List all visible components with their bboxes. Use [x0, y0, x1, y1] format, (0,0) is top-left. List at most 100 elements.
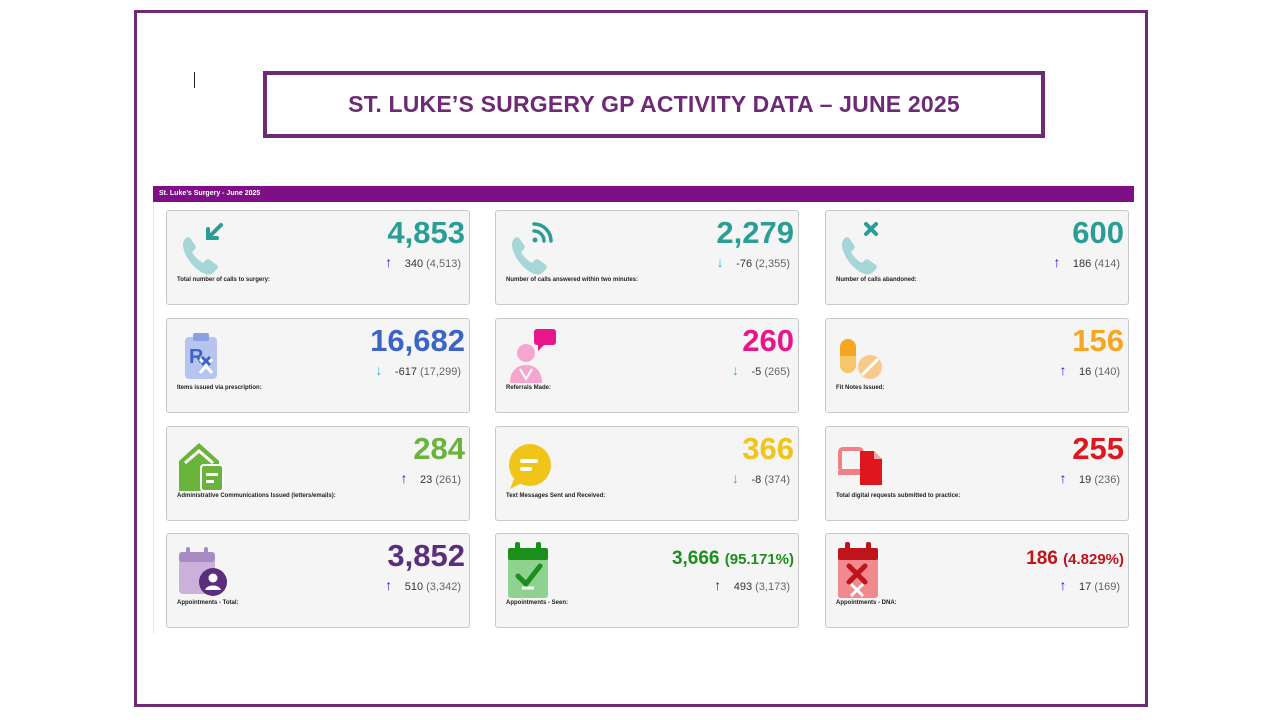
kpi-change-value: 340	[404, 258, 424, 270]
slide-title: ST. LUKE’S SURGERY GP ACTIVITY DATA – JU…	[348, 91, 960, 117]
kpi-value-number: 366	[742, 431, 794, 466]
kpi-value-number: 3,666	[671, 548, 720, 569]
kpi-label: Administrative Communications Issued (le…	[177, 493, 336, 499]
kpi-change: ↑ 16 (140)	[1056, 362, 1120, 378]
kpi-change: ↑ 23 (261)	[397, 470, 461, 486]
kpi-card: 3,852 ↑ 510 (3,342) Appointments - Total…	[166, 533, 470, 628]
kpi-previous-value: (4,513)	[426, 258, 461, 270]
kpi-previous-value: (414)	[1094, 258, 1120, 270]
arrow-up-icon: ↑	[714, 577, 722, 593]
arrow-down-icon: ↓	[716, 254, 724, 270]
kpi-value-number: 16,682	[370, 323, 465, 358]
svg-text:R: R	[189, 346, 204, 368]
kpi-value: 2,279	[716, 215, 794, 257]
kpi-value-number: 600	[1072, 215, 1124, 250]
kpi-change: ↓ -76 (2,355)	[713, 254, 790, 270]
kpi-value-number: 4,853	[387, 215, 465, 250]
kpi-change: ↓ -617 (17,299)	[372, 362, 461, 378]
arrow-down-icon: ↓	[731, 470, 739, 486]
arrow-up-icon: ↑	[400, 470, 408, 486]
arrow-down-icon: ↓	[375, 362, 383, 378]
kpi-change-value: 19	[1079, 474, 1092, 486]
kpi-label: Appointments - Total:	[177, 600, 239, 606]
kpi-value-number: 255	[1072, 431, 1124, 466]
referral-icon	[504, 327, 558, 385]
kpi-value: 3,666 (95.171%)	[672, 546, 794, 573]
kpi-previous-value: (140)	[1094, 366, 1120, 378]
kpi-change: ↑ 19 (236)	[1056, 470, 1120, 486]
kpi-card: 600 ↑ 186 (414) Number of calls abandone…	[825, 210, 1129, 305]
phone-abandoned-icon	[834, 219, 888, 277]
kpi-label: Total digital requests submitted to prac…	[836, 493, 961, 499]
phone-answered-icon	[504, 219, 558, 277]
kpi-value-number: 3,852	[387, 538, 465, 573]
calendar-check-icon	[504, 542, 558, 600]
arrow-up-icon: ↑	[1059, 362, 1067, 378]
kpi-change-value: 493	[733, 581, 753, 593]
kpi-previous-value: (169)	[1094, 581, 1120, 593]
kpi-card: 2,279 ↓ -76 (2,355) Number of calls answ…	[495, 210, 799, 305]
slide-frame	[134, 10, 1148, 707]
kpi-value: 186 (4.829%)	[1026, 546, 1124, 573]
kpi-change: ↓ -8 (374)	[728, 470, 790, 486]
kpi-label: Fit Notes Issued:	[836, 385, 885, 391]
prescription-icon: R	[175, 327, 229, 385]
kpi-label: Appointments - DNA:	[836, 600, 897, 606]
kpi-value-number: 156	[1072, 323, 1124, 358]
kpi-change: ↑ 340 (4,513)	[382, 254, 461, 270]
kpi-previous-value: (374)	[764, 474, 790, 486]
kpi-change: ↑ 17 (169)	[1056, 577, 1120, 593]
kpi-previous-value: (2,355)	[755, 258, 790, 270]
kpi-value: 284	[413, 431, 465, 473]
mail-house-icon	[175, 435, 229, 493]
arrow-up-icon: ↑	[1059, 470, 1067, 486]
kpi-change-value: 23	[420, 474, 433, 486]
pills-icon	[834, 327, 888, 385]
arrow-up-icon: ↑	[1053, 254, 1061, 270]
dashboard-edge	[153, 202, 154, 634]
kpi-value-number: 2,279	[716, 215, 794, 250]
kpi-value: 156	[1072, 323, 1124, 365]
kpi-previous-value: (265)	[764, 366, 790, 378]
kpi-change-value: -5	[751, 366, 762, 378]
kpi-change: ↓ -5 (265)	[728, 362, 790, 378]
calendar-cross-icon	[834, 542, 888, 600]
kpi-value: 260	[742, 323, 794, 365]
calendar-user-icon	[175, 542, 229, 600]
kpi-value-percent: (95.171%)	[724, 551, 794, 568]
kpi-card: 255 ↑ 19 (236) Total digital requests su…	[825, 426, 1129, 521]
kpi-label: Referrals Made:	[506, 385, 552, 391]
kpi-previous-value: (3,173)	[755, 581, 790, 593]
text-cursor	[194, 72, 195, 88]
kpi-card: 186 (4.829%) ↑ 17 (169) Appointments - D…	[825, 533, 1129, 628]
kpi-change-value: 17	[1079, 581, 1092, 593]
kpi-card: 260 ↓ -5 (265) Referrals Made:	[495, 318, 799, 413]
kpi-card: 366 ↓ -8 (374) Text Messages Sent and Re…	[495, 426, 799, 521]
kpi-value: 16,682	[370, 323, 465, 365]
arrow-down-icon: ↓	[731, 362, 739, 378]
kpi-label: Number of calls abandoned:	[836, 277, 917, 283]
kpi-change: ↑ 186 (414)	[1050, 254, 1120, 270]
kpi-previous-value: (236)	[1094, 474, 1120, 486]
kpi-previous-value: (3,342)	[426, 581, 461, 593]
kpi-previous-value: (17,299)	[420, 366, 461, 378]
kpi-change-value: -617	[394, 366, 417, 378]
digital-request-icon	[834, 435, 888, 493]
kpi-change-value: 510	[404, 581, 424, 593]
dashboard-header: St. Luke’s Surgery - June 2025	[153, 186, 1134, 202]
kpi-value-number: 260	[742, 323, 794, 358]
kpi-value: 4,853	[387, 215, 465, 257]
kpi-card: 3,666 (95.171%) ↑ 493 (3,173) Appointmen…	[495, 533, 799, 628]
kpi-value-percent: (4.829%)	[1063, 551, 1124, 568]
kpi-label: Appointments - Seen:	[506, 600, 569, 606]
kpi-value: 600	[1072, 215, 1124, 257]
kpi-value: 3,852	[387, 538, 465, 580]
kpi-label: Text Messages Sent and Received:	[506, 493, 606, 499]
title-box: ST. LUKE’S SURGERY GP ACTIVITY DATA – JU…	[263, 71, 1045, 138]
kpi-change-value: -76	[736, 258, 753, 270]
kpi-label: Items issued via prescription:	[177, 385, 262, 391]
kpi-change-value: 16	[1079, 366, 1092, 378]
kpi-change-value: -8	[751, 474, 762, 486]
arrow-up-icon: ↑	[385, 254, 393, 270]
kpi-card: R 16,682 ↓ -617 (17,299) Items issued vi…	[166, 318, 470, 413]
